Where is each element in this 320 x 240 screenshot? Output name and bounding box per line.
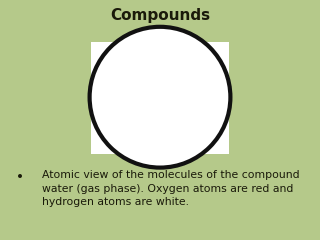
Ellipse shape [90, 27, 230, 168]
Bar [91, 42, 229, 154]
Text: Compounds: Compounds [110, 8, 210, 24]
Text: Atomic view of the molecules of the compound
water (gas phase). Oxygen atoms are: Atomic view of the molecules of the comp… [42, 170, 299, 207]
Text: •: • [16, 170, 24, 184]
